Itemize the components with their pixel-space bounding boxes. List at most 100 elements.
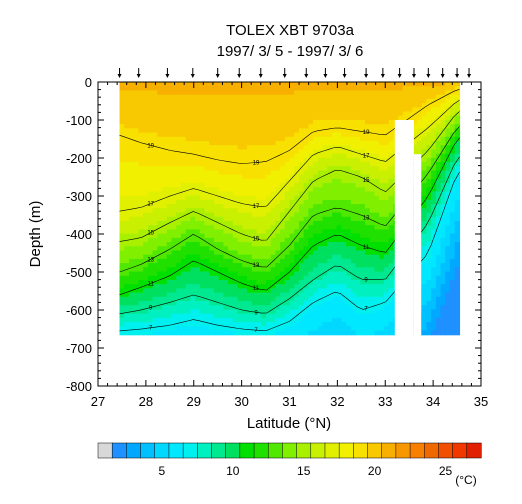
field-cell	[166, 288, 173, 294]
field-cell	[388, 204, 394, 209]
field-cell	[166, 119, 173, 125]
field-cell	[440, 166, 446, 172]
field-cell	[298, 254, 305, 260]
field-cell	[284, 119, 291, 125]
field-cell	[346, 124, 352, 129]
field-cell	[166, 166, 173, 172]
field-cell	[213, 296, 220, 302]
field-cell	[228, 149, 234, 155]
field-cell	[251, 178, 258, 184]
field-cell	[383, 288, 390, 294]
field-cell	[369, 296, 376, 302]
field-cell	[445, 296, 451, 302]
field-cell	[374, 271, 380, 277]
field-cell	[176, 90, 182, 96]
field-cell	[317, 98, 324, 104]
field-cell	[166, 275, 173, 281]
field-cell	[209, 267, 215, 273]
field-cell	[261, 233, 267, 239]
field-cell	[379, 242, 385, 247]
field-cell	[247, 254, 253, 260]
field-cell	[124, 317, 130, 323]
field-cell	[346, 258, 352, 264]
field-cell	[383, 233, 390, 239]
field-cell	[341, 271, 347, 277]
field-cell	[303, 199, 309, 205]
field-cell	[431, 153, 437, 159]
field-cell	[426, 162, 432, 167]
field-cell	[232, 187, 239, 193]
field-cell	[445, 178, 451, 184]
field-cell	[426, 254, 432, 260]
field-cell	[331, 153, 338, 159]
field-cell	[119, 187, 125, 193]
field-cell	[426, 98, 432, 104]
field-cell	[450, 237, 456, 243]
field-cell	[331, 225, 338, 231]
field-cell	[180, 170, 187, 176]
field-cell	[294, 263, 300, 268]
field-cell	[176, 119, 182, 125]
field-cell	[190, 86, 196, 92]
field-cell	[256, 229, 262, 235]
station-arrowhead	[215, 74, 220, 78]
field-cell	[435, 145, 442, 150]
field-cell	[360, 132, 366, 138]
field-cell	[166, 204, 173, 209]
field-cell	[440, 90, 446, 96]
field-cell	[308, 115, 314, 121]
field-cell	[454, 170, 461, 176]
field-cell	[289, 86, 295, 92]
field-cell	[228, 187, 234, 193]
field-cell	[228, 145, 234, 150]
field-cell	[294, 166, 300, 172]
field-cell	[128, 305, 135, 311]
field-cell	[204, 124, 210, 129]
field-cell	[218, 132, 224, 138]
field-cell	[369, 187, 376, 193]
field-cell	[256, 199, 262, 205]
field-cell	[284, 124, 291, 129]
field-cell	[350, 309, 357, 315]
field-cell	[195, 208, 201, 214]
field-cell	[294, 279, 300, 285]
field-cell	[180, 136, 187, 142]
field-cell	[180, 204, 187, 209]
field-cell	[341, 107, 347, 113]
field-cell	[383, 86, 390, 92]
field-cell	[128, 301, 135, 306]
field-cell	[247, 107, 253, 113]
field-cell	[426, 296, 432, 302]
field-cell	[128, 111, 135, 117]
field-cell	[213, 107, 220, 113]
field-cell	[157, 313, 163, 319]
field-cell	[119, 267, 125, 273]
field-cell	[162, 140, 168, 146]
field-cell	[213, 284, 220, 289]
field-cell	[327, 216, 333, 222]
field-cell	[431, 216, 437, 222]
field-cell	[289, 279, 295, 285]
field-cell	[223, 330, 229, 336]
field-cell	[450, 330, 456, 336]
field-cell	[119, 263, 125, 268]
field-cell	[416, 149, 423, 155]
field-cell	[256, 305, 262, 311]
field-cell	[270, 313, 276, 319]
field-cell	[341, 250, 347, 256]
field-cell	[195, 191, 201, 197]
field-cell	[313, 178, 319, 184]
field-cell	[346, 275, 352, 281]
field-cell	[251, 124, 258, 129]
field-cell	[336, 187, 343, 193]
field-cell	[247, 271, 253, 277]
field-cell	[280, 225, 286, 231]
field-cell	[454, 275, 461, 281]
station-arrowhead	[364, 74, 369, 78]
field-cell	[383, 271, 390, 277]
field-cell	[157, 124, 163, 129]
field-cell	[369, 292, 376, 298]
field-cell	[232, 301, 239, 306]
field-cell	[421, 267, 428, 273]
field-cell	[294, 258, 300, 264]
